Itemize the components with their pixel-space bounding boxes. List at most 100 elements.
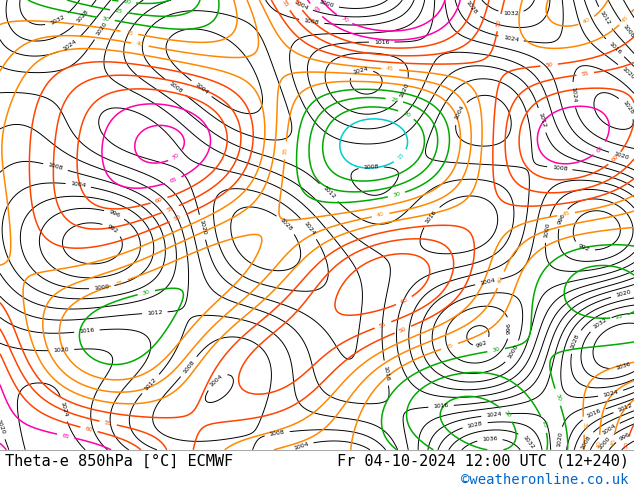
Text: 1024: 1024 bbox=[503, 35, 519, 43]
Text: 1028: 1028 bbox=[570, 333, 580, 350]
Text: 70: 70 bbox=[171, 152, 181, 161]
Text: 45: 45 bbox=[386, 67, 394, 72]
Text: 1008: 1008 bbox=[304, 18, 320, 25]
Text: 1020: 1020 bbox=[620, 66, 634, 80]
Text: 45: 45 bbox=[621, 14, 630, 24]
Text: 1024: 1024 bbox=[602, 390, 619, 398]
Text: 1012: 1012 bbox=[321, 185, 336, 200]
Text: 40: 40 bbox=[597, 440, 602, 448]
Text: 1016: 1016 bbox=[607, 41, 622, 55]
Text: 1024: 1024 bbox=[60, 401, 68, 417]
Text: 1004: 1004 bbox=[479, 278, 496, 286]
Text: 996: 996 bbox=[108, 210, 121, 219]
Text: 1020: 1020 bbox=[556, 431, 563, 447]
Text: 15: 15 bbox=[396, 152, 405, 161]
Text: 1008: 1008 bbox=[269, 430, 285, 437]
Text: 1000: 1000 bbox=[318, 0, 335, 9]
Text: 50: 50 bbox=[624, 441, 630, 449]
Text: 30: 30 bbox=[554, 392, 561, 402]
Text: 65: 65 bbox=[169, 177, 178, 184]
Text: 1004: 1004 bbox=[70, 181, 86, 189]
Text: 1024: 1024 bbox=[570, 87, 576, 103]
Text: 1008: 1008 bbox=[622, 24, 634, 39]
Text: 1008: 1008 bbox=[579, 434, 592, 450]
Text: 55: 55 bbox=[104, 420, 112, 426]
Text: 992: 992 bbox=[106, 223, 119, 234]
Text: 1028: 1028 bbox=[621, 100, 634, 116]
Text: 40: 40 bbox=[497, 275, 505, 284]
Text: ©weatheronline.co.uk: ©weatheronline.co.uk bbox=[462, 473, 629, 487]
Text: 1012: 1012 bbox=[147, 310, 163, 316]
Text: 55: 55 bbox=[581, 71, 590, 77]
Text: 65: 65 bbox=[311, 6, 320, 15]
Text: 25: 25 bbox=[115, 8, 123, 15]
Text: 25: 25 bbox=[540, 420, 548, 429]
Text: 30: 30 bbox=[101, 16, 110, 22]
Text: 30: 30 bbox=[392, 191, 401, 198]
Text: 1000: 1000 bbox=[597, 435, 611, 450]
Text: 1000: 1000 bbox=[507, 344, 519, 360]
Text: 60: 60 bbox=[155, 197, 164, 204]
Text: 1020: 1020 bbox=[615, 290, 631, 298]
Text: 35: 35 bbox=[445, 343, 454, 350]
Text: 30: 30 bbox=[492, 347, 500, 353]
Text: 20: 20 bbox=[123, 0, 131, 5]
Text: 1020: 1020 bbox=[95, 21, 108, 37]
Text: 50: 50 bbox=[545, 62, 553, 68]
Text: 1016: 1016 bbox=[374, 40, 389, 45]
Text: 1020: 1020 bbox=[53, 347, 69, 353]
Text: 996: 996 bbox=[557, 212, 567, 225]
Text: 1004: 1004 bbox=[293, 0, 309, 11]
Text: Theta-e 850hPa [°C] ECMWF: Theta-e 850hPa [°C] ECMWF bbox=[5, 454, 233, 468]
Text: 1032: 1032 bbox=[503, 11, 519, 16]
Text: 60: 60 bbox=[611, 154, 619, 163]
Text: 25: 25 bbox=[390, 97, 399, 103]
Text: 35: 35 bbox=[125, 30, 134, 36]
Text: 50: 50 bbox=[173, 214, 183, 222]
Text: 1016: 1016 bbox=[382, 365, 390, 381]
Text: 1020: 1020 bbox=[0, 419, 6, 436]
Text: 55: 55 bbox=[378, 321, 387, 329]
Text: 1004: 1004 bbox=[453, 105, 465, 121]
Text: 50: 50 bbox=[496, 18, 502, 27]
Text: 20: 20 bbox=[402, 110, 411, 119]
Text: 35: 35 bbox=[283, 147, 288, 155]
Text: 40: 40 bbox=[582, 17, 592, 25]
Text: 65: 65 bbox=[61, 433, 70, 440]
Text: 1020: 1020 bbox=[198, 219, 207, 235]
Text: 1020: 1020 bbox=[613, 151, 630, 161]
Text: 60: 60 bbox=[293, 0, 301, 8]
Text: 40: 40 bbox=[377, 212, 385, 219]
Text: 45: 45 bbox=[562, 211, 571, 217]
Text: 1016: 1016 bbox=[79, 328, 95, 334]
Text: 1012: 1012 bbox=[618, 403, 634, 413]
Text: 1000: 1000 bbox=[94, 284, 110, 291]
Text: 1008: 1008 bbox=[168, 80, 183, 94]
Text: 1000: 1000 bbox=[543, 222, 550, 238]
Text: 1012: 1012 bbox=[538, 112, 547, 128]
Text: 1024: 1024 bbox=[62, 39, 78, 52]
Text: 1028: 1028 bbox=[279, 217, 294, 232]
Text: 992: 992 bbox=[475, 340, 488, 349]
Text: 1036: 1036 bbox=[615, 362, 631, 371]
Text: 20: 20 bbox=[502, 410, 511, 419]
Text: 55: 55 bbox=[166, 205, 175, 213]
Text: 1032: 1032 bbox=[521, 435, 535, 450]
Text: 1024: 1024 bbox=[302, 221, 316, 237]
Text: 60: 60 bbox=[399, 297, 408, 305]
Text: 1004: 1004 bbox=[194, 82, 209, 96]
Text: 1016: 1016 bbox=[433, 403, 449, 409]
Text: 1016: 1016 bbox=[586, 408, 602, 419]
Text: 1032: 1032 bbox=[592, 317, 608, 330]
Text: 1008: 1008 bbox=[48, 163, 63, 172]
Text: 1004: 1004 bbox=[293, 441, 309, 451]
Text: 1008: 1008 bbox=[182, 359, 195, 374]
Text: 1032: 1032 bbox=[49, 15, 65, 26]
Text: 30: 30 bbox=[142, 289, 151, 296]
Text: 55: 55 bbox=[281, 0, 289, 8]
Text: 996: 996 bbox=[619, 431, 631, 441]
Text: 25: 25 bbox=[615, 314, 623, 320]
Text: 60: 60 bbox=[85, 426, 93, 433]
Text: 1016: 1016 bbox=[424, 209, 437, 224]
Text: 996: 996 bbox=[507, 322, 512, 334]
